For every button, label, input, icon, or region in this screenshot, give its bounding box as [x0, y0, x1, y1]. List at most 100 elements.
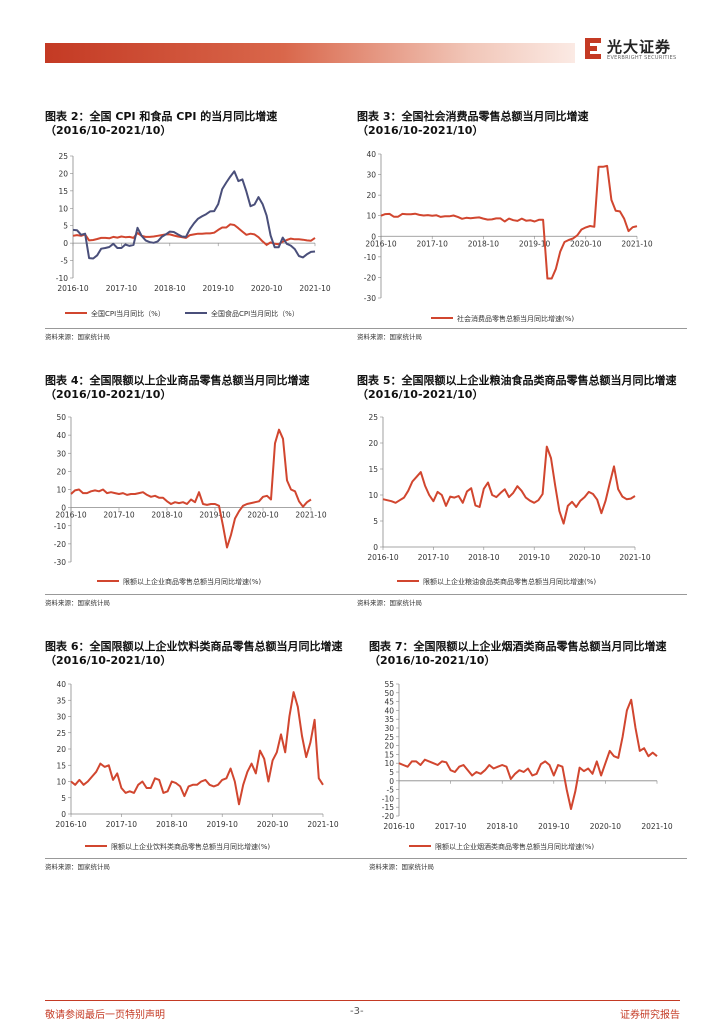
x-tick-label: 2020-10 [251, 284, 283, 293]
figure-7: 图表 7：全国限额以上企业烟酒类商品零售总额当月同比增速 （2016/10-20… [369, 640, 699, 668]
brand-mark-icon [585, 38, 601, 59]
y-tick-label: -20 [54, 540, 66, 549]
figure-subtitle: （2016/10-2021/10） [45, 654, 172, 667]
x-tick-label: 2017-10 [106, 284, 138, 293]
x-tick-label: 2018-10 [468, 239, 500, 248]
figure-title: 图表 5：全国限额以上企业粮油食品类商品零售总额当月同比增速 [357, 374, 677, 387]
x-tick-label: 2021-10 [307, 820, 339, 829]
y-tick-label: 10 [56, 778, 66, 787]
y-tick-label: 10 [58, 204, 68, 213]
y-tick-label: 30 [366, 171, 376, 180]
y-tick-label: 0 [371, 232, 376, 241]
legend-label: 限额以上企业烟酒类商品零售总额当月同比增速(%) [435, 842, 594, 851]
x-tick-label: 2018-10 [154, 284, 186, 293]
chart-retail-sales: -30 -20 -10 0 10 20 30 40 2016-10 2017-10 2018-10 2… [364, 150, 653, 323]
y-tick-label: 0 [373, 543, 378, 552]
chart-cpi: -10 -5 0 5 10 15 20 25 2016-10 2017-10 2018-10 2019… [56, 152, 331, 318]
x-tick-label: 2019-10 [519, 239, 551, 248]
x-tick-label: 2019-10 [199, 511, 231, 520]
y-tick-label: -5 [61, 257, 69, 266]
source-note: 资料来源：国家统计局 [45, 858, 375, 871]
x-tick-label: 2021-10 [619, 553, 651, 562]
x-tick-label: 2019-10 [203, 284, 235, 293]
chart-grain-oil-food: 0 5 10 15 20 25 2016-10 2017-10 2018-10 2019-10 20… [367, 413, 651, 586]
figure-6: 图表 6：全国限额以上企业饮料类商品零售总额当月同比增速 （2016/10-20… [45, 640, 375, 668]
y-tick-label: 25 [56, 729, 66, 738]
x-tick-label: 2017-10 [418, 553, 450, 562]
x-tick-label: 2020-10 [247, 511, 279, 520]
x-tick-label: 2021-10 [295, 511, 327, 520]
figure-title: 图表 2：全国 CPI 和食品 CPI 的当月同比增速 [45, 110, 278, 123]
y-tick-label: 5 [373, 517, 378, 526]
y-tick-label: 50 [384, 689, 394, 698]
figure-subtitle: （2016/10-2021/10） [357, 388, 484, 401]
y-tick-label: 20 [58, 169, 68, 178]
y-tick-label: -30 [54, 558, 66, 567]
figure-subtitle: （2016/10-2021/10） [369, 654, 496, 667]
x-tick-label: 2020-10 [569, 553, 601, 562]
page-number: -3- [350, 1006, 364, 1017]
y-tick-label: -5 [387, 786, 395, 795]
x-tick-label: 2016-10 [365, 239, 397, 248]
y-tick-label: 35 [56, 696, 66, 705]
y-tick-label: 20 [366, 191, 376, 200]
series-line-1 [70, 691, 324, 806]
series-line-1 [380, 164, 638, 280]
brand-name: 光大证券 [607, 38, 672, 56]
chart-above-quota-retail: -30 -20 -10 0 10 20 30 40 50 2016-10 2017-10 2018-1… [54, 413, 327, 586]
x-tick-label: 2016-10 [367, 553, 399, 562]
y-tick-label: 20 [368, 439, 378, 448]
y-tick-label: 10 [368, 491, 378, 500]
y-tick-label: 50 [56, 413, 66, 422]
source-note: 资料来源：国家统计局 [357, 594, 687, 607]
y-tick-label: -15 [382, 803, 394, 812]
y-tick-label: 35 [384, 715, 394, 724]
x-tick-label: 2021-10 [641, 822, 673, 831]
y-tick-label: 10 [384, 759, 394, 768]
series-line-1 [398, 698, 658, 810]
x-tick-label: 2021-10 [621, 239, 653, 248]
figure-3: 图表 3：全国社会消费品零售总额当月同比增速 （2016/10-2021/10） [357, 110, 687, 138]
y-tick-label: 10 [56, 486, 66, 495]
legend-label: 限额以上企业粮油食品类商品零售总额当月同比增速(%) [423, 577, 596, 586]
x-tick-label: 2021-10 [299, 284, 331, 293]
figure-5: 图表 5：全国限额以上企业粮油食品类商品零售总额当月同比增速 （2016/10-… [357, 374, 687, 402]
x-tick-label: 2019-10 [519, 553, 551, 562]
series-line-1 [72, 223, 316, 246]
y-tick-label: -10 [56, 274, 68, 283]
figure-subtitle: （2016/10-2021/10） [357, 124, 484, 137]
x-tick-label: 2018-10 [156, 820, 188, 829]
figure-2: 图表 2：全国 CPI 和食品 CPI 的当月同比增速 （2016/10-202… [45, 110, 375, 138]
x-tick-label: 2017-10 [435, 822, 467, 831]
y-tick-label: 0 [61, 810, 66, 819]
x-tick-label: 2018-10 [487, 822, 519, 831]
y-tick-label: 20 [384, 742, 394, 751]
x-tick-label: 2016-10 [55, 820, 87, 829]
y-tick-label: 10 [366, 212, 376, 221]
x-tick-label: 2018-10 [151, 511, 183, 520]
source-note: 资料来源：国家统计局 [45, 594, 375, 607]
x-tick-label: 2020-10 [257, 820, 289, 829]
legend-label: 限额以上企业商品零售总额当月同比增速(%) [123, 577, 261, 586]
y-tick-label: -10 [382, 794, 394, 803]
y-tick-label: 20 [56, 745, 66, 754]
y-tick-label: 20 [56, 467, 66, 476]
x-tick-label: 2020-10 [570, 239, 602, 248]
figure-subtitle: （2016/10-2021/10） [45, 388, 172, 401]
brand-logo: 光大证券 EVERBRIGHT SECURITIES [585, 36, 695, 66]
legend-label: 限额以上企业饮料类商品零售总额当月同比增速(%) [111, 842, 270, 851]
legend-label: 全国食品CPI当月同比（%） [211, 309, 299, 318]
series-line-1 [382, 445, 636, 525]
y-tick-label: 30 [56, 713, 66, 722]
y-tick-label: 15 [384, 750, 394, 759]
figure-title: 图表 3：全国社会消费品零售总额当月同比增速 [357, 110, 589, 123]
y-tick-label: 0 [61, 504, 66, 513]
y-tick-label: 0 [63, 239, 68, 248]
figure-title: 图表 4：全国限额以上企业商品零售总额当月同比增速 [45, 374, 310, 387]
report-type: 证券研究报告 [620, 1010, 680, 1021]
header-banner [45, 43, 575, 63]
y-tick-label: 40 [366, 150, 376, 159]
legend-label: 社会消费品零售总额当月同比增速(%) [457, 314, 574, 323]
x-tick-label: 2018-10 [468, 553, 500, 562]
y-tick-label: 25 [384, 733, 394, 742]
